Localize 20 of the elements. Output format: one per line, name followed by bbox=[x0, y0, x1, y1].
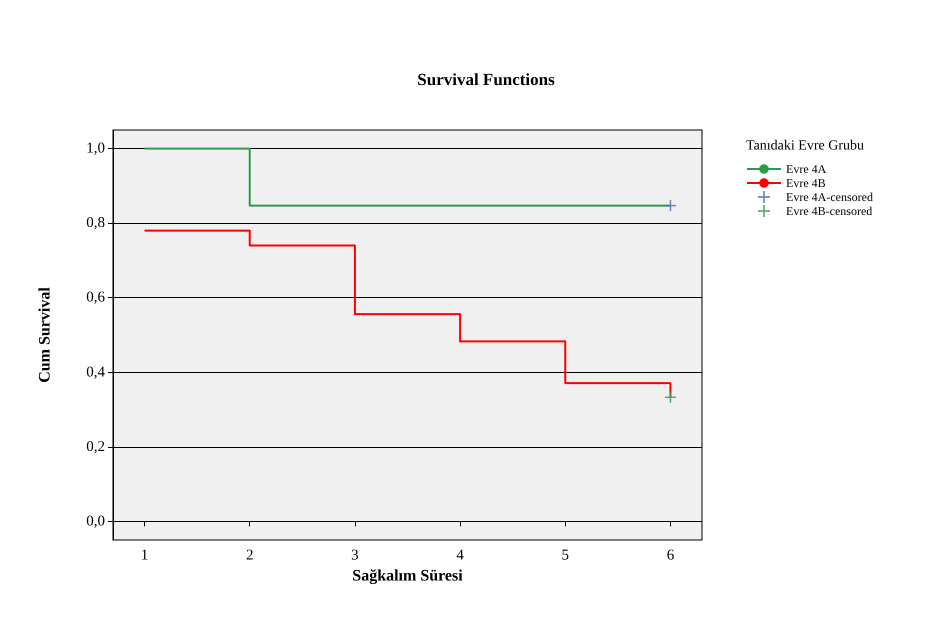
y-tick-label: 1,0 bbox=[86, 140, 105, 157]
x-tick-label: 1 bbox=[140, 548, 148, 564]
legend-label: Evre 4A-censored bbox=[786, 190, 873, 204]
legend-title: Tanıdaki Evre Grubu bbox=[746, 138, 864, 154]
y-tick-label: 0,2 bbox=[86, 438, 105, 455]
y-tick-label: 0,8 bbox=[86, 215, 105, 232]
y-tick-label: 0,6 bbox=[86, 290, 106, 306]
x-tick-label: 2 bbox=[246, 548, 254, 564]
y-tick-label: 0,4 bbox=[86, 364, 106, 380]
x-tick-label: 5 bbox=[562, 548, 570, 564]
legend-label: Evre 4B-censored bbox=[786, 204, 872, 218]
legend-label: Evre 4B bbox=[786, 176, 826, 190]
x-tick-label: 6 bbox=[666, 548, 675, 564]
chart-title: Survival Functions bbox=[417, 70, 556, 89]
x-tick-label: 4 bbox=[456, 548, 464, 564]
y-axis-title: Cum Survival bbox=[36, 286, 54, 383]
x-tick-label: 3 bbox=[351, 548, 359, 564]
x-axis-title: Sağkalım Süresi bbox=[352, 568, 464, 584]
legend-label: Evre 4A bbox=[786, 162, 827, 176]
y-tick-label: 0,0 bbox=[86, 513, 105, 530]
